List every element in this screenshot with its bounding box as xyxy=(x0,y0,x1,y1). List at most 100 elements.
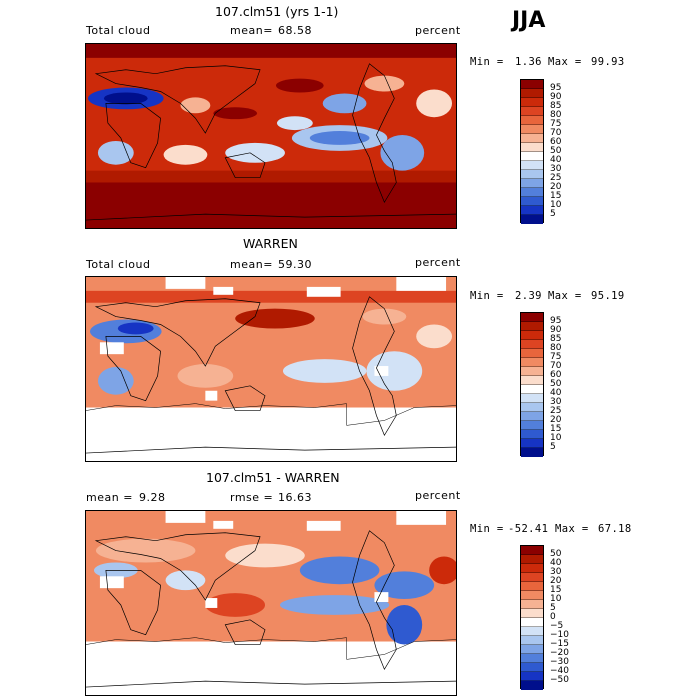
colorbar-swatch xyxy=(521,349,543,358)
panel-3-rmse-value: 16.63 xyxy=(278,491,312,504)
colorbar-swatch xyxy=(521,636,543,645)
colorbar-swatch xyxy=(521,672,543,681)
panel-1-min-value: 1.36 xyxy=(515,56,542,68)
colorbar-tick-label: 15 xyxy=(550,424,562,434)
colorbar-tick-label: −5 xyxy=(550,621,564,631)
colorbar-tick-label: 15 xyxy=(550,585,562,595)
panel-3-rmse-label: rmse = xyxy=(230,491,274,504)
panel-3-max-value: 67.18 xyxy=(598,523,632,535)
panel-1-map xyxy=(85,43,457,229)
colorbar-tick-label: 40 xyxy=(550,558,562,568)
colorbar-swatch xyxy=(521,430,543,439)
colorbar-swatch xyxy=(521,582,543,591)
panel-2-units: percent xyxy=(415,256,461,269)
panel-3-max-label: Max = xyxy=(555,523,589,535)
colorbar-swatch xyxy=(521,206,543,215)
colorbar-swatch xyxy=(521,412,543,421)
panel-1-min-label: Min = xyxy=(470,56,504,68)
colorbar-tick-label: 5 xyxy=(550,209,556,219)
colorbar-tick-label: 25 xyxy=(550,173,562,183)
panel-1-mean-value: 68.58 xyxy=(278,24,312,37)
panel-3-min-label: Min = xyxy=(470,523,504,535)
colorbar-tick-label: 5 xyxy=(550,442,556,452)
colorbar-swatch xyxy=(521,170,543,179)
colorbar-swatch xyxy=(521,331,543,340)
colorbar-tick-label: 20 xyxy=(550,415,562,425)
colorbar-tick-label: 90 xyxy=(550,325,562,335)
colorbar-tick-label: −50 xyxy=(550,675,569,685)
colorbar-swatch xyxy=(521,645,543,654)
colorbar-swatch xyxy=(521,80,543,89)
panel-1-max-label: Max = xyxy=(548,56,582,68)
colorbar-tick-label: −30 xyxy=(550,657,569,667)
colorbar-tick-label: 85 xyxy=(550,101,562,111)
colorbar-swatch xyxy=(521,215,543,224)
panel-3-units: percent xyxy=(415,489,461,502)
colorbar-swatch xyxy=(521,161,543,170)
colorbar-tick-label: 80 xyxy=(550,343,562,353)
panel-2-max-label: Max = xyxy=(548,290,582,302)
colorbar-swatch xyxy=(521,421,543,430)
colorbar-tick-label: 10 xyxy=(550,594,562,604)
colorbar-swatch xyxy=(521,152,543,161)
colorbar-tick-label: 30 xyxy=(550,397,562,407)
colorbar-tick-label: 20 xyxy=(550,576,562,586)
colorbar-tick-label: 10 xyxy=(550,433,562,443)
colorbar-swatch xyxy=(521,107,543,116)
colorbar-tick-label: −20 xyxy=(550,648,569,658)
panel-1-title: 107.clm51 (yrs 1-1) xyxy=(215,4,339,19)
colorbar-swatch xyxy=(521,313,543,322)
colorbar-swatch xyxy=(521,143,543,152)
colorbar-swatch xyxy=(521,89,543,98)
colorbar-swatch xyxy=(521,663,543,672)
colorbar-swatch xyxy=(521,125,543,134)
colorbar-tick-label: 50 xyxy=(550,549,562,559)
colorbar-tick-label: 75 xyxy=(550,119,562,129)
colorbar-swatch xyxy=(521,591,543,600)
colorbar-tick-label: −15 xyxy=(550,639,569,649)
colorbar-swatch xyxy=(521,654,543,663)
colorbar-swatch xyxy=(521,448,543,457)
colorbar-tick-label: 15 xyxy=(550,191,562,201)
colorbar-swatch xyxy=(521,564,543,573)
colorbar-swatch xyxy=(521,600,543,609)
season-label: JJA xyxy=(512,8,546,33)
colorbar-swatch xyxy=(521,358,543,367)
panel-2-variable-label: Total cloud xyxy=(86,258,151,271)
colorbar-tick-label: 95 xyxy=(550,83,562,93)
colorbar-swatch xyxy=(521,197,543,206)
panel-1-variable-label: Total cloud xyxy=(86,24,151,37)
colorbar-swatch xyxy=(521,546,543,555)
colorbar-swatch xyxy=(521,555,543,564)
panel-3-mean-label: mean = xyxy=(86,491,133,504)
colorbar-tick-label: −10 xyxy=(550,630,569,640)
panel-1-units: percent xyxy=(415,24,461,37)
colorbar-swatch xyxy=(521,367,543,376)
colorbar-tick-label: 95 xyxy=(550,316,562,326)
colorbar-tick-label: 80 xyxy=(550,110,562,120)
colorbar-tick-label: 90 xyxy=(550,92,562,102)
panel-2-min-label: Min = xyxy=(470,290,504,302)
panel-2-map xyxy=(85,276,457,462)
colorbar-tick-label: 70 xyxy=(550,361,562,371)
colorbar-swatch xyxy=(521,116,543,125)
colorbar-swatch xyxy=(521,681,543,690)
panel-1-colorbar xyxy=(520,79,544,224)
colorbar-tick-label: 5 xyxy=(550,603,556,613)
panel-1-max-value: 99.93 xyxy=(591,56,625,68)
panel-3-min-value: -52.41 xyxy=(508,523,549,535)
colorbar-tick-label: 40 xyxy=(550,155,562,165)
panel-2-mean-label: mean= xyxy=(230,258,273,271)
colorbar-swatch xyxy=(521,322,543,331)
panel-2-title: WARREN xyxy=(243,236,298,251)
colorbar-tick-label: 60 xyxy=(550,370,562,380)
colorbar-swatch xyxy=(521,403,543,412)
colorbar-swatch xyxy=(521,439,543,448)
panel-2-mean-value: 59.30 xyxy=(278,258,312,271)
colorbar-tick-label: 50 xyxy=(550,146,562,156)
colorbar-tick-label: 25 xyxy=(550,406,562,416)
colorbar-tick-label: 30 xyxy=(550,164,562,174)
colorbar-tick-label: 10 xyxy=(550,200,562,210)
panel-2-max-value: 95.19 xyxy=(591,290,625,302)
colorbar-swatch xyxy=(521,385,543,394)
